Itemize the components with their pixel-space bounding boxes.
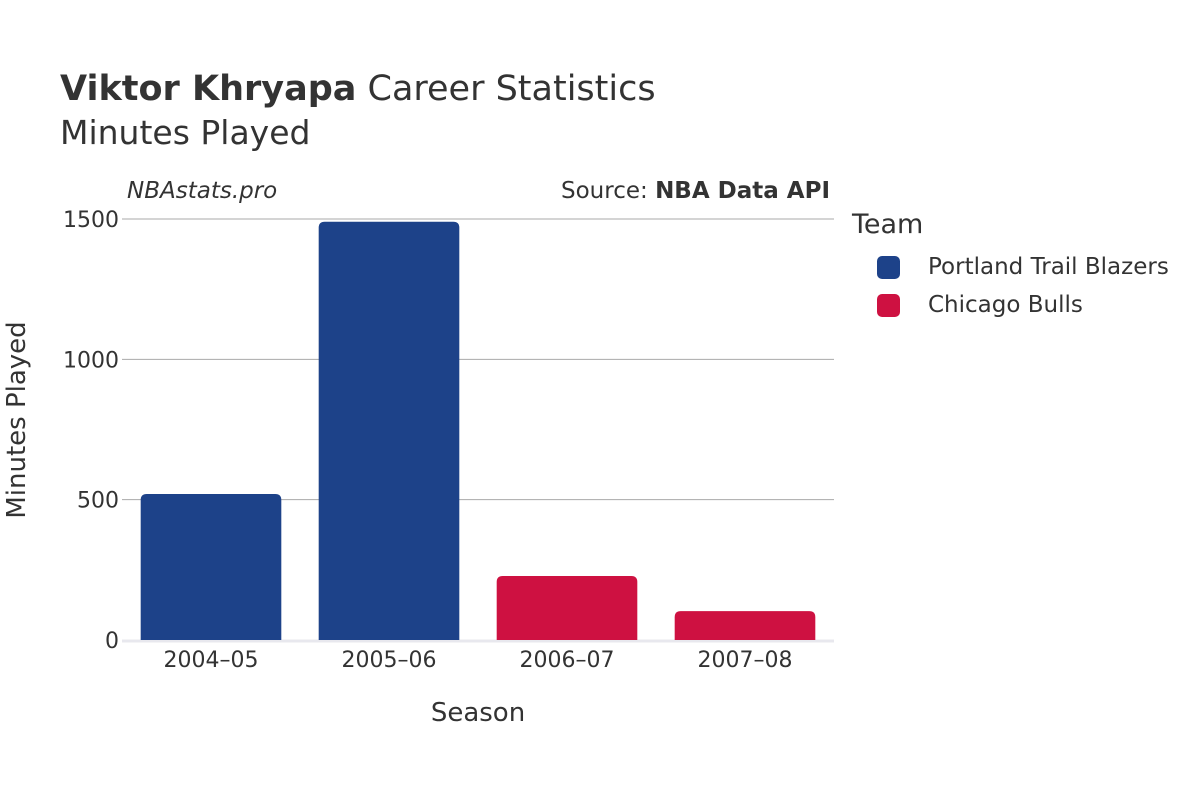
legend-item[interactable]: Portland Trail Blazers (877, 252, 1169, 282)
y-tick-labels: 0 500 1000 1500 (63, 208, 119, 654)
bar-2005–06[interactable] (318, 221, 460, 640)
chart-subtitle: Minutes Played (60, 113, 311, 152)
legend-swatch (877, 293, 900, 317)
source-credit: Source: NBA Data API (561, 178, 830, 204)
legend-title: Team (852, 209, 924, 240)
player-name: Viktor Khryapa (60, 69, 357, 109)
source-name: NBA Data API (655, 178, 830, 204)
bar-2004–05[interactable] (140, 494, 282, 640)
x-tick-label: 2004–05 (164, 648, 259, 673)
bar-2007–08[interactable] (674, 611, 816, 640)
y-tick-label: 1000 (63, 348, 119, 373)
y-tick-label: 0 (105, 629, 119, 654)
legend-label: Chicago Bulls (928, 292, 1083, 318)
x-tick-label: 2005–06 (342, 648, 437, 673)
x-axis-title: Season (431, 698, 525, 728)
legend-label: Portland Trail Blazers (928, 254, 1169, 280)
y-tick-label: 1500 (63, 208, 119, 233)
bar-2006–07[interactable] (496, 576, 638, 640)
x-tick-label: 2006–07 (520, 648, 615, 673)
legend-swatch (877, 255, 900, 279)
chart-title: Viktor Khryapa Career Statistics (60, 68, 656, 110)
watermark: NBAstats.pro (127, 178, 278, 204)
source-prefix: Source: (561, 178, 656, 204)
x-tick-label: 2007–08 (698, 648, 793, 673)
bars (140, 221, 816, 640)
x-tick-labels: 2004–05 2005–06 2006–07 2007–08 (164, 648, 793, 673)
y-axis-title: Minutes Played (2, 321, 32, 518)
legend-item[interactable]: Chicago Bulls (877, 290, 1083, 320)
title-rest: Career Statistics (356, 69, 656, 109)
y-tick-label: 500 (77, 489, 119, 514)
